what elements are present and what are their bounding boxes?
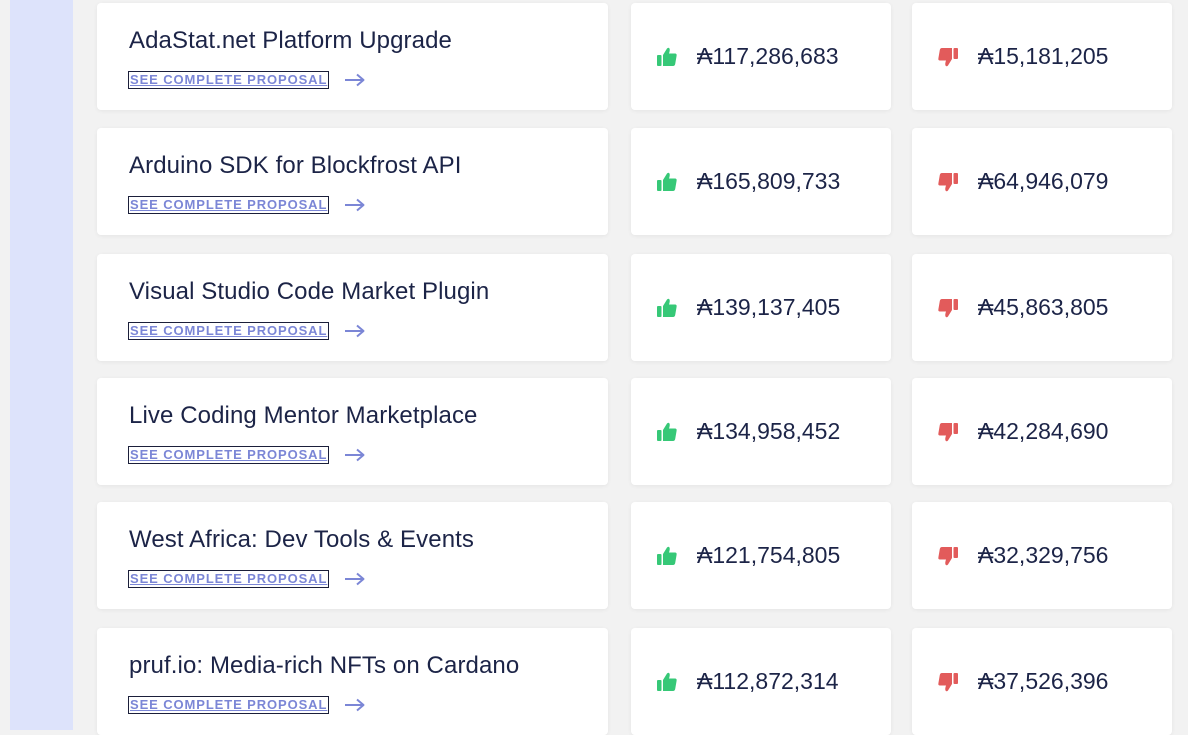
see-complete-proposal-label[interactable]: SEE COMPLETE PROPOSAL (128, 570, 329, 588)
thumbs-down-icon (938, 172, 958, 191)
no-votes-amount: ₳42,284,690 (978, 418, 1109, 444)
thumbs-up-icon (657, 47, 677, 66)
arrow-right-icon[interactable] (344, 698, 366, 712)
yes-votes-card: ₳112,872,314 (631, 628, 891, 735)
yes-votes-card: ₳165,809,733 (631, 128, 891, 235)
arrow-right-icon[interactable] (344, 73, 366, 87)
arrow-right-icon[interactable] (344, 572, 366, 586)
proposal-row: Visual Studio Code Market Plugin SEE COM… (0, 254, 1188, 361)
see-complete-proposal-link[interactable]: SEE COMPLETE PROPOSAL (128, 446, 366, 464)
no-votes-amount: ₳45,863,805 (978, 294, 1109, 320)
see-complete-proposal-label[interactable]: SEE COMPLETE PROPOSAL (128, 322, 329, 340)
thumbs-down-icon (938, 47, 958, 66)
proposal-card: pruf.io: Media-rich NFTs on Cardano SEE … (97, 628, 608, 735)
proposal-card: Arduino SDK for Blockfrost API SEE COMPL… (97, 128, 608, 235)
yes-votes-amount: ₳165,809,733 (697, 168, 841, 194)
proposal-title: AdaStat.net Platform Upgrade (129, 27, 452, 54)
yes-votes-amount: ₳134,958,452 (697, 418, 841, 444)
proposal-title: Arduino SDK for Blockfrost API (129, 152, 462, 179)
no-votes-amount: ₳32,329,756 (978, 542, 1109, 568)
page-margin (0, 0, 10, 730)
thumbs-up-icon (657, 422, 677, 441)
proposal-row: AdaStat.net Platform Upgrade SEE COMPLET… (0, 3, 1188, 110)
see-complete-proposal-label[interactable]: SEE COMPLETE PROPOSAL (128, 71, 329, 89)
proposal-title: Live Coding Mentor Marketplace (129, 402, 478, 429)
yes-votes-amount: ₳139,137,405 (697, 294, 841, 320)
no-votes-amount: ₳15,181,205 (978, 43, 1109, 69)
proposal-card: Live Coding Mentor Marketplace SEE COMPL… (97, 378, 608, 485)
proposal-title: pruf.io: Media-rich NFTs on Cardano (129, 652, 520, 679)
yes-votes-card: ₳139,137,405 (631, 254, 891, 361)
yes-votes-amount: ₳117,286,683 (697, 43, 839, 69)
see-complete-proposal-label[interactable]: SEE COMPLETE PROPOSAL (128, 196, 329, 214)
sidebar-strip (10, 0, 73, 730)
see-complete-proposal-link[interactable]: SEE COMPLETE PROPOSAL (128, 196, 366, 214)
no-votes-card: ₳42,284,690 (912, 378, 1172, 485)
no-votes-card: ₳64,946,079 (912, 128, 1172, 235)
thumbs-up-icon (657, 546, 677, 565)
see-complete-proposal-link[interactable]: SEE COMPLETE PROPOSAL (128, 71, 366, 89)
proposal-row: Live Coding Mentor Marketplace SEE COMPL… (0, 378, 1188, 485)
no-votes-card: ₳45,863,805 (912, 254, 1172, 361)
see-complete-proposal-link[interactable]: SEE COMPLETE PROPOSAL (128, 322, 366, 340)
no-votes-card: ₳32,329,756 (912, 502, 1172, 609)
see-complete-proposal-link[interactable]: SEE COMPLETE PROPOSAL (128, 696, 366, 714)
no-votes-amount: ₳37,526,396 (978, 668, 1109, 694)
proposal-row: Arduino SDK for Blockfrost API SEE COMPL… (0, 128, 1188, 235)
yes-votes-card: ₳117,286,683 (631, 3, 891, 110)
proposal-title: Visual Studio Code Market Plugin (129, 278, 490, 305)
thumbs-up-icon (657, 672, 677, 691)
arrow-right-icon[interactable] (344, 198, 366, 212)
see-complete-proposal-label[interactable]: SEE COMPLETE PROPOSAL (128, 446, 329, 464)
see-complete-proposal-link[interactable]: SEE COMPLETE PROPOSAL (128, 570, 366, 588)
arrow-right-icon[interactable] (344, 448, 366, 462)
yes-votes-amount: ₳112,872,314 (697, 668, 839, 694)
proposal-row: pruf.io: Media-rich NFTs on Cardano SEE … (0, 628, 1188, 735)
thumbs-down-icon (938, 422, 958, 441)
thumbs-up-icon (657, 298, 677, 317)
arrow-right-icon[interactable] (344, 324, 366, 338)
no-votes-card: ₳37,526,396 (912, 628, 1172, 735)
proposal-card: West Africa: Dev Tools & Events SEE COMP… (97, 502, 608, 609)
thumbs-down-icon (938, 546, 958, 565)
see-complete-proposal-label[interactable]: SEE COMPLETE PROPOSAL (128, 696, 329, 714)
no-votes-card: ₳15,181,205 (912, 3, 1172, 110)
proposal-card: AdaStat.net Platform Upgrade SEE COMPLET… (97, 3, 608, 110)
proposal-row: West Africa: Dev Tools & Events SEE COMP… (0, 502, 1188, 609)
thumbs-up-icon (657, 172, 677, 191)
thumbs-down-icon (938, 298, 958, 317)
yes-votes-card: ₳134,958,452 (631, 378, 891, 485)
yes-votes-amount: ₳121,754,805 (697, 542, 841, 568)
yes-votes-card: ₳121,754,805 (631, 502, 891, 609)
proposal-card: Visual Studio Code Market Plugin SEE COM… (97, 254, 608, 361)
proposal-title: West Africa: Dev Tools & Events (129, 526, 475, 553)
no-votes-amount: ₳64,946,079 (978, 168, 1109, 194)
thumbs-down-icon (938, 672, 958, 691)
